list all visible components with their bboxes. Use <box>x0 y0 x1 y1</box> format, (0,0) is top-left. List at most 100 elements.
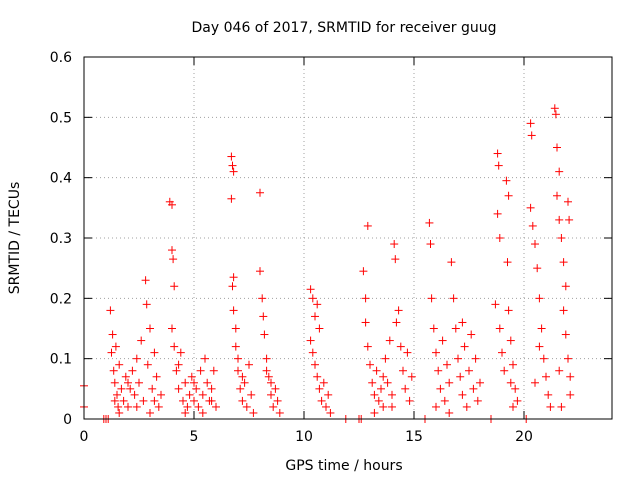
data-point <box>256 267 264 276</box>
data-point <box>502 176 511 185</box>
x-tick-label: 20 <box>515 429 533 445</box>
data-point <box>432 348 440 357</box>
data-point <box>454 354 462 363</box>
y-tick-label: 0.2 <box>50 291 72 307</box>
data-point <box>111 342 120 351</box>
data-point <box>203 378 212 387</box>
data-point <box>170 342 179 351</box>
data-point <box>192 384 201 393</box>
data-point <box>238 372 247 381</box>
data-point <box>495 324 504 333</box>
data-point <box>115 408 124 417</box>
data-point <box>124 402 132 411</box>
data-point <box>471 354 480 363</box>
data-point <box>212 402 220 411</box>
data-point <box>388 390 396 399</box>
y-tick-label: 0.1 <box>50 352 72 368</box>
data-point <box>130 390 139 399</box>
data-point <box>566 372 575 381</box>
data-point <box>566 390 575 399</box>
data-point <box>456 372 465 381</box>
data-point <box>275 408 284 417</box>
plot-frame <box>83 56 613 420</box>
data-point <box>247 390 256 399</box>
data-point <box>372 366 381 375</box>
data-point <box>106 306 115 315</box>
data-point <box>139 396 148 405</box>
data-point <box>115 360 124 369</box>
data-point <box>469 384 478 393</box>
y-tick-label: 0.4 <box>50 171 72 187</box>
data-point <box>374 396 383 405</box>
data-point <box>306 336 315 345</box>
data-point <box>493 149 502 158</box>
data-point <box>537 324 546 333</box>
data-point <box>315 324 324 333</box>
data-point <box>234 354 242 363</box>
data-point <box>306 285 315 294</box>
x-axis-title: GPS time / hours <box>285 458 402 474</box>
data-point <box>269 402 278 411</box>
data-point <box>557 234 566 242</box>
data-point <box>555 167 564 176</box>
tick-labels: 0 0.1 0.2 0.3 0.4 0.5 0.6 0 5 10 15 20 <box>50 50 533 445</box>
data-point <box>434 366 443 375</box>
data-point <box>460 342 469 351</box>
data-point <box>425 218 434 227</box>
data-point <box>559 258 568 267</box>
data-point <box>143 360 152 369</box>
data-point <box>396 342 405 351</box>
data-point <box>559 306 568 315</box>
x-tick-label: 15 <box>405 429 423 445</box>
data-point <box>326 408 335 417</box>
data-point <box>185 390 194 399</box>
data-point <box>142 300 151 309</box>
data-point <box>124 378 132 387</box>
data-point <box>401 384 410 393</box>
data-point <box>119 396 128 405</box>
data-point <box>506 336 515 345</box>
data-point <box>176 348 185 357</box>
data-point <box>229 167 238 176</box>
data-point <box>533 264 542 273</box>
data-point <box>526 203 535 212</box>
data-point <box>324 390 333 399</box>
data-point <box>234 366 242 375</box>
data-point <box>361 294 370 303</box>
data-point <box>509 402 517 411</box>
data-point <box>531 378 539 387</box>
data-point <box>564 197 572 206</box>
grid-lines <box>84 57 612 419</box>
y-axis-title: SRMTID / TECUs <box>7 182 23 295</box>
data-point <box>183 402 192 411</box>
data-point <box>249 408 258 417</box>
data-point <box>427 294 436 303</box>
data-point <box>368 378 377 387</box>
data-point <box>493 209 502 218</box>
data-point <box>267 378 275 387</box>
data-point <box>315 384 324 393</box>
data-point <box>511 384 520 393</box>
data-point <box>438 336 447 345</box>
data-point <box>551 110 560 119</box>
data-point <box>311 360 319 369</box>
data-point <box>267 390 275 399</box>
data-point <box>313 372 322 381</box>
data-point <box>157 390 165 399</box>
data-point <box>407 372 416 381</box>
data-point <box>531 240 539 249</box>
data-point <box>391 255 400 264</box>
data-point <box>445 408 454 417</box>
data-point <box>451 324 460 333</box>
data-point <box>436 384 445 393</box>
data-point <box>535 342 544 351</box>
data-point <box>190 378 198 387</box>
data-points <box>80 104 575 423</box>
data-point <box>363 221 372 230</box>
data-point <box>128 366 137 375</box>
data-point <box>207 384 216 393</box>
data-point <box>504 306 513 315</box>
data-point <box>262 366 271 375</box>
data-point <box>264 372 273 381</box>
data-point <box>256 188 264 197</box>
